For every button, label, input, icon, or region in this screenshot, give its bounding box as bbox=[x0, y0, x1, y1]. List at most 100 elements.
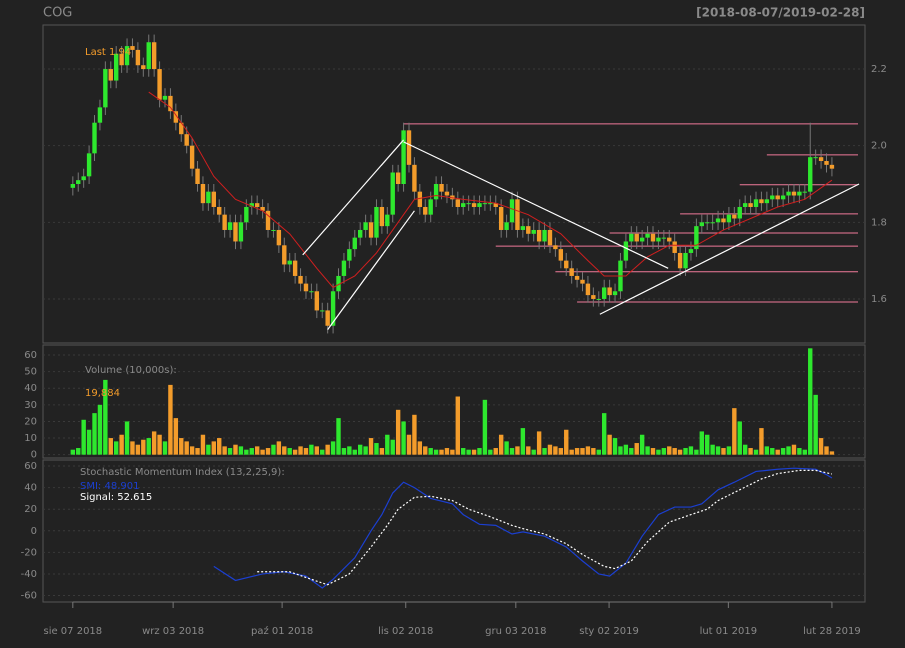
volume-bar bbox=[70, 449, 76, 455]
panel-frame bbox=[42, 24, 866, 344]
y-tick-label: 20 bbox=[24, 416, 37, 427]
candle-body bbox=[742, 203, 748, 207]
volume-bar bbox=[639, 434, 645, 455]
volume-bar bbox=[412, 414, 417, 455]
volume-bar bbox=[667, 446, 672, 455]
volume-bar bbox=[227, 448, 233, 455]
candle-body bbox=[336, 275, 341, 292]
candle-body bbox=[802, 191, 808, 193]
volume-bar bbox=[162, 441, 168, 455]
candle-body bbox=[526, 226, 531, 234]
volume-bar bbox=[498, 434, 504, 455]
volume-bar bbox=[81, 419, 86, 455]
volume-bar bbox=[732, 408, 737, 455]
volume-bar bbox=[282, 446, 287, 455]
candle-body bbox=[667, 237, 672, 242]
y-tick-label: 10 bbox=[24, 433, 37, 444]
volume-bar bbox=[504, 441, 509, 455]
y-tick-label: 1.6 bbox=[871, 294, 887, 305]
candle-body bbox=[488, 203, 493, 205]
candle-body bbox=[471, 203, 477, 207]
volume-bar bbox=[276, 441, 282, 455]
volume-bar bbox=[694, 449, 699, 455]
candle-body bbox=[574, 275, 580, 280]
candle-body bbox=[531, 229, 536, 234]
volume-bar bbox=[357, 444, 363, 455]
candle-body bbox=[629, 233, 634, 242]
candle-body bbox=[206, 191, 211, 204]
volume-bar bbox=[217, 438, 222, 455]
volume-bar bbox=[726, 446, 732, 455]
volume-bar bbox=[179, 438, 184, 455]
candle-body bbox=[179, 122, 184, 135]
volume-bar bbox=[699, 431, 704, 455]
volume-bar bbox=[428, 448, 433, 455]
candle-body bbox=[141, 65, 146, 70]
candle-body bbox=[498, 206, 504, 230]
trend-line bbox=[599, 183, 860, 315]
trend-line bbox=[302, 139, 405, 256]
volume-bar bbox=[298, 446, 303, 455]
volume-bar bbox=[200, 434, 206, 455]
volume-bar bbox=[770, 448, 775, 455]
candle-body bbox=[162, 95, 168, 100]
candle-body bbox=[737, 206, 742, 219]
candle-body bbox=[81, 176, 86, 181]
volume-bar bbox=[585, 446, 591, 455]
candle-body bbox=[520, 226, 526, 230]
volume-bar bbox=[222, 446, 227, 455]
volume-bar bbox=[808, 348, 813, 455]
volume-bar bbox=[444, 448, 450, 455]
volume-bar bbox=[650, 448, 656, 455]
candle-body bbox=[379, 206, 385, 227]
candle-body bbox=[423, 206, 428, 215]
volume-bar bbox=[780, 448, 786, 455]
x-tick-label: lut 28 2019 bbox=[803, 626, 861, 637]
candle-body bbox=[168, 95, 173, 112]
volume-bar bbox=[168, 384, 173, 455]
volume-bar bbox=[612, 438, 618, 455]
candle-body bbox=[585, 283, 591, 296]
volume-bar bbox=[254, 446, 260, 455]
volume-bar bbox=[238, 446, 244, 455]
date-range: [2018-08-07/2019-02-28] bbox=[696, 6, 865, 20]
volume-bar bbox=[450, 449, 455, 455]
volume-bar bbox=[433, 449, 439, 455]
candle-body bbox=[211, 191, 216, 207]
volume-bar bbox=[748, 448, 753, 455]
volume-bar bbox=[385, 434, 390, 455]
candle-body bbox=[634, 233, 639, 242]
volume-bar bbox=[184, 441, 189, 455]
candle-body bbox=[146, 42, 151, 70]
volume-bar bbox=[629, 448, 634, 455]
candle-body bbox=[764, 199, 770, 204]
y-tick-label: 20 bbox=[24, 504, 37, 515]
volume-bar bbox=[108, 438, 113, 455]
candle-body bbox=[227, 222, 233, 230]
volume-bar bbox=[569, 449, 574, 455]
candle-body bbox=[271, 229, 276, 231]
candle-body bbox=[357, 229, 363, 238]
candle-body bbox=[439, 184, 444, 192]
volume-bar bbox=[753, 449, 759, 455]
candle-body bbox=[607, 287, 612, 296]
volume-bar bbox=[791, 444, 797, 455]
y-tick-label: 30 bbox=[24, 400, 37, 411]
volume-bar bbox=[309, 444, 314, 455]
volume-bar bbox=[113, 441, 119, 455]
candle-body bbox=[395, 172, 401, 184]
volume-bar bbox=[715, 446, 721, 455]
chart-title: COG bbox=[43, 6, 72, 21]
y-tick-label: 50 bbox=[24, 367, 37, 378]
volume-bar bbox=[151, 431, 157, 455]
candle-body bbox=[249, 203, 254, 207]
y-tick-label: 1.8 bbox=[871, 217, 887, 228]
volume-bar bbox=[677, 449, 683, 455]
candle-body bbox=[314, 291, 320, 311]
volume-bar bbox=[461, 448, 466, 455]
volume-bar bbox=[775, 449, 780, 455]
candle-body bbox=[818, 157, 824, 162]
last-price-label: Last 1.94 bbox=[85, 47, 131, 58]
volume-bar bbox=[379, 448, 385, 455]
volume-bar bbox=[141, 439, 146, 455]
